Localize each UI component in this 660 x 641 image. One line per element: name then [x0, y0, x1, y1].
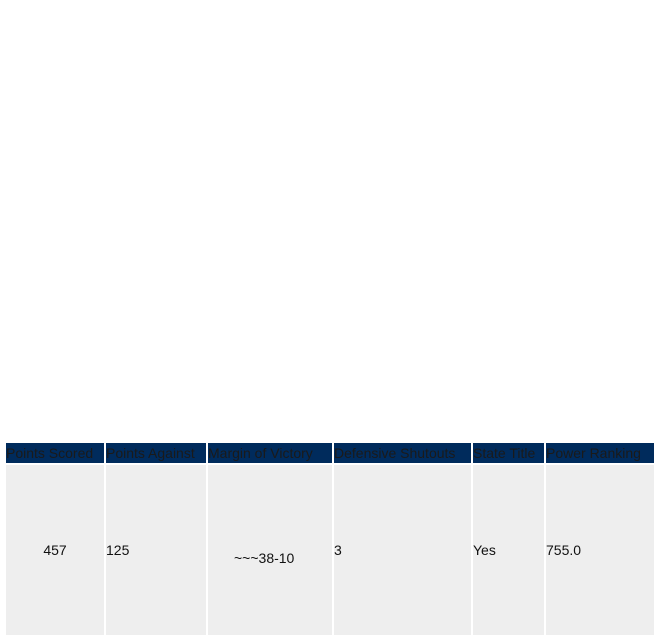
header-defensive-shutouts: Defensive Shutouts — [334, 443, 473, 463]
cell-points-against: 125 — [106, 463, 208, 635]
cell-margin-of-victory: ~~~38-10 — [208, 463, 334, 635]
header-points-against: Points Against — [106, 443, 208, 463]
header-margin-of-victory: Margin of Victory — [208, 443, 334, 463]
header-row: Points Scored Points Against Margin of V… — [6, 443, 654, 463]
header-state-title: State Title — [473, 443, 546, 463]
cell-power-ranking: 755.0 — [546, 463, 654, 635]
table-row: 457 125 ~~~38-10 3 Yes 755.0 — [6, 463, 654, 635]
stats-table: Points Scored Points Against Margin of V… — [6, 443, 654, 635]
cell-defensive-shutouts: 3 — [334, 463, 473, 635]
header-power-ranking: Power Ranking — [546, 443, 654, 463]
cell-state-title: Yes — [473, 463, 546, 635]
margin-of-victory-value: ~~~38-10 — [234, 550, 295, 566]
cell-points-scored: 457 — [6, 463, 106, 635]
header-points-scored: Points Scored — [6, 443, 106, 463]
